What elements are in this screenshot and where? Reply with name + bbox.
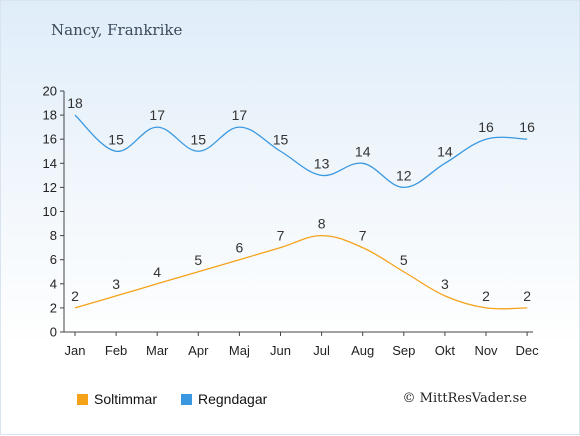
data-label-soltimmar: 7 (359, 228, 367, 244)
data-label-regndagar: 16 (519, 119, 535, 135)
data-label-regndagar: 15 (191, 131, 207, 147)
series-line-regndagar (74, 114, 528, 189)
data-label-regndagar: 15 (273, 131, 289, 147)
y-tick-label: 14 (43, 156, 57, 171)
y-tick-label: 4 (50, 276, 57, 291)
x-tick-label: Nov (474, 343, 498, 358)
x-tick-label: Dec (516, 343, 540, 358)
y-tick-label: 2 (50, 300, 57, 315)
y-tick-label: 12 (43, 180, 57, 195)
data-label-soltimmar: 7 (277, 228, 285, 244)
x-tick-label: Feb (105, 343, 127, 358)
y-tick-label: 8 (50, 228, 57, 243)
data-label-regndagar: 16 (478, 119, 494, 135)
data-label-soltimmar: 4 (153, 264, 161, 280)
data-label-regndagar: 17 (149, 107, 165, 123)
legend-item-regndagar: Regndagar (181, 391, 267, 407)
x-tick-label: Jun (270, 343, 291, 358)
x-tick-label: Aug (351, 343, 374, 358)
data-label-soltimmar: 8 (318, 216, 326, 232)
series-lines (74, 114, 528, 310)
y-tick-label: 10 (43, 204, 57, 219)
data-label-soltimmar: 2 (523, 288, 531, 304)
legend-swatch-soltimmar (77, 394, 88, 405)
data-label-regndagar: 15 (108, 131, 124, 147)
x-tick-label: Maj (229, 343, 250, 358)
legend-swatch-regndagar (181, 394, 192, 405)
data-label-soltimmar: 2 (71, 288, 79, 304)
x-tick-label: Mar (146, 343, 169, 358)
data-label-regndagar: 13 (314, 155, 330, 171)
legend-label-soltimmar: Soltimmar (94, 391, 158, 407)
x-tick-label: Apr (188, 343, 209, 358)
data-label-regndagar: 14 (355, 143, 371, 159)
x-tick-label: Jul (313, 343, 330, 358)
x-tick-label: Okt (435, 343, 456, 358)
legend-label-regndagar: Regndagar (198, 391, 268, 407)
legend-item-soltimmar: Soltimmar (77, 391, 157, 407)
y-tick-label: 6 (50, 252, 57, 267)
x-tick-label: Jan (65, 343, 86, 358)
data-label-soltimmar: 6 (236, 240, 244, 256)
credit-text: © MittResVader.se (402, 391, 527, 406)
data-label-soltimmar: 3 (441, 276, 449, 292)
data-label-soltimmar: 5 (194, 252, 202, 268)
data-label-soltimmar: 5 (400, 252, 408, 268)
data-label-regndagar: 17 (232, 107, 248, 123)
x-tick-label: Sep (392, 343, 415, 358)
y-tick-label: 16 (43, 132, 57, 147)
data-label-regndagar: 12 (396, 167, 412, 183)
y-tick-label: 18 (43, 108, 57, 123)
data-label-soltimmar: 2 (482, 288, 490, 304)
series-line-soltimmar (74, 234, 528, 310)
data-label-soltimmar: 3 (112, 276, 120, 292)
y-tick-label: 0 (50, 325, 57, 340)
data-label-regndagar: 14 (437, 143, 453, 159)
chart-title: Nancy, Frankrike (51, 21, 183, 39)
data-label-regndagar: 18 (67, 95, 83, 111)
y-tick-label: 20 (43, 84, 57, 99)
data-labels: 2 3 4 5 6 7 8 7 5 3 2 2 18 15 17 15 17 15 13 14 12 14 16 16 (67, 95, 535, 304)
